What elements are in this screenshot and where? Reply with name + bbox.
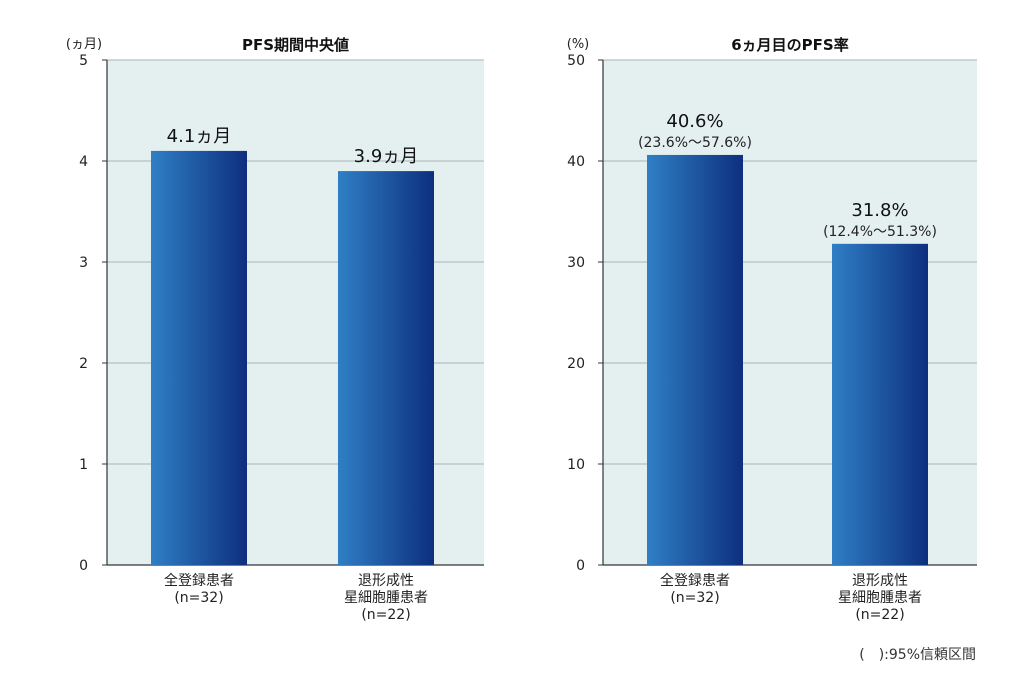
pfs-rate-6month-chart: 0 10 20 30 40 50(%) 6ヵ月目のPFS率 40.6% (23.6%〜57.6%… [567, 36, 977, 623]
y-tick-label: 2 [79, 356, 88, 372]
y-tick-label: 0 [79, 558, 88, 574]
y-tick-label: 10 [567, 457, 585, 473]
y-tick-label: 20 [567, 356, 585, 372]
bar-1 [832, 243, 928, 565]
y-tick-label: 3 [79, 255, 88, 271]
y-tick-label: 30 [567, 255, 585, 271]
x-category-label: (n=32) [174, 590, 223, 606]
chart-title: PFS期間中央値 [242, 36, 349, 54]
x-category-label: 全登録患者 [164, 572, 234, 589]
x-category-label: (n=22) [855, 607, 904, 623]
bar-value-label: 4.1ヵ月 [167, 126, 232, 147]
bar-value-label: 31.8% [851, 200, 908, 221]
bar-0 [647, 154, 743, 565]
x-category-label: 星細胞腫患者 [344, 590, 428, 606]
y-unit-label: (ヵ月) [66, 37, 102, 52]
bar-ci-label: (23.6%〜57.6%) [638, 135, 752, 151]
x-category-label: (n=22) [361, 607, 410, 623]
y-tick-label: 5 [79, 53, 88, 69]
y-unit-label: (%) [567, 37, 590, 52]
bar-1 [338, 171, 434, 565]
y-tick-label: 4 [79, 154, 88, 170]
x-category-label: (n=32) [670, 590, 719, 606]
x-category-label: 退形成性 [852, 573, 908, 589]
y-tick-label: 40 [567, 154, 585, 170]
x-category-label: 全登録患者 [660, 572, 730, 589]
footnote-ci: ( ):95%信頼区間 [859, 647, 976, 663]
y-tick-label: 1 [79, 457, 88, 473]
y-tick-label: 0 [576, 558, 585, 574]
y-tick-label: 50 [567, 53, 585, 69]
chart-title: 6ヵ月目のPFS率 [731, 36, 848, 54]
bar-value-label: 40.6% [666, 111, 723, 132]
bar-value-label: 3.9ヵ月 [354, 146, 419, 167]
bar-0 [151, 150, 247, 565]
x-category-label: 星細胞腫患者 [838, 590, 922, 606]
bar-ci-label: (12.4%〜51.3%) [823, 224, 937, 240]
x-category-label: 退形成性 [358, 573, 414, 589]
